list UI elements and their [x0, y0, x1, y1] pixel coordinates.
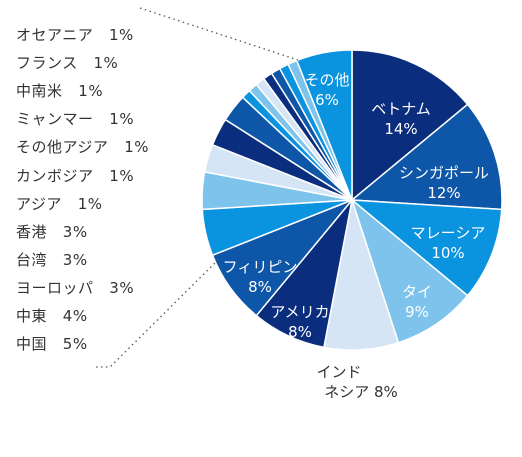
slice-label: タイ 9% — [402, 283, 432, 321]
legend-entry: 中南米 1% — [16, 82, 104, 101]
leader-line — [96, 257, 221, 368]
legend-entry: ヨーロッパ 3% — [16, 278, 135, 297]
slice-label: その他 6% — [304, 71, 349, 109]
legend-entry: アジア 1% — [16, 194, 103, 213]
slice-label: ベトナム 14% — [371, 100, 431, 138]
slice-label: アメリカ 8% — [270, 303, 329, 341]
legend-entry: 中東 4% — [16, 307, 88, 325]
legend-entry: 中国 5% — [16, 335, 88, 354]
legend-entry: フランス 1% — [16, 54, 119, 73]
legend-entry: 香港 3% — [16, 222, 88, 241]
slice-label: マレーシア 10% — [411, 224, 486, 262]
pie-slice — [350, 103, 503, 211]
slice-label: インドネシア 8% — [316, 363, 397, 401]
leader-line — [139, 7, 299, 61]
legend-entry: オセアニア 1% — [16, 26, 134, 44]
slice-label: シンガポール 12% — [399, 164, 489, 202]
pie-slice — [349, 199, 503, 297]
legend-entry: 台湾 3% — [16, 250, 88, 269]
pie-slice — [351, 49, 469, 202]
pie-slice — [350, 197, 469, 344]
pie-slice — [295, 49, 353, 201]
slice-label: フィリピン 8% — [223, 258, 298, 296]
legend-entry: カンボジア 1% — [16, 166, 135, 185]
legend-entry: その他アジア 1% — [16, 138, 150, 157]
legend-entry: ミャンマー 1% — [16, 110, 135, 129]
